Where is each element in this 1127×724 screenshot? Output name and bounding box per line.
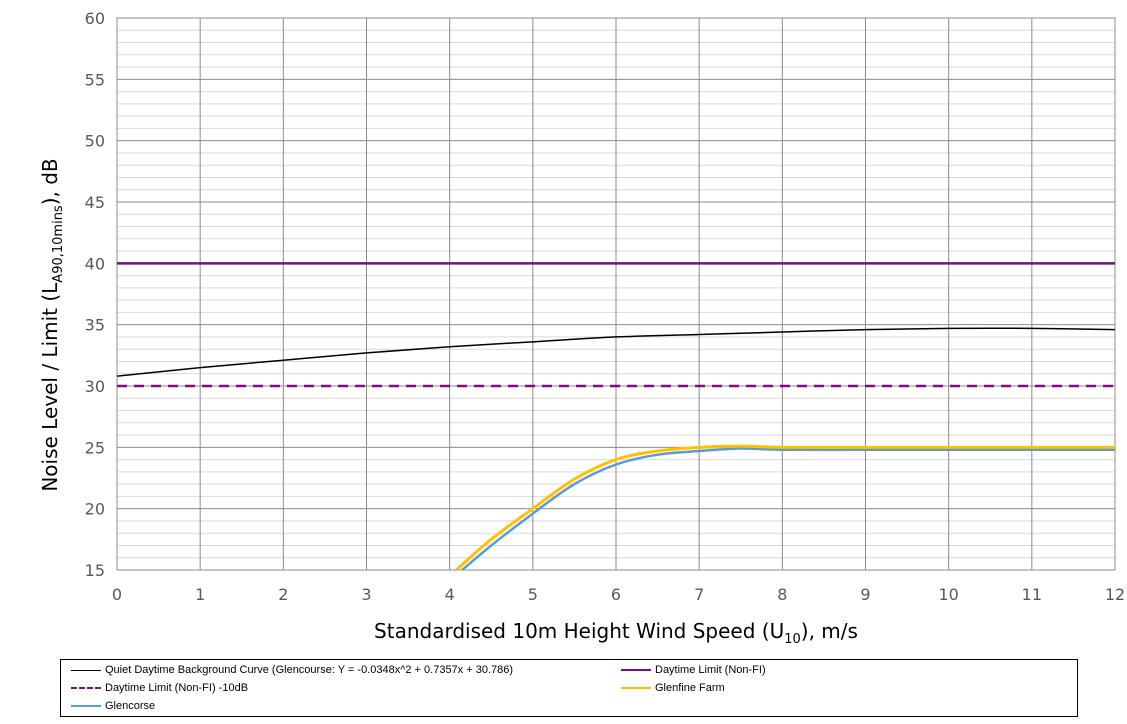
y-tick-label: 40 [85,254,105,273]
x-tick-label: 4 [445,585,455,604]
legend-swatch-daytime-limit [621,669,651,671]
legend-item-daytime-limit: Daytime Limit (Non-FI) [621,664,766,676]
legend-item-daytime-limit-minus10: Daytime Limit (Non-FI) -10dB [71,682,248,694]
y-tick-label: 45 [85,193,105,212]
x-tick-label: 8 [777,585,787,604]
plot-area-frame [116,17,1116,571]
series-line-glencorse [461,447,1115,571]
y-axis-title-sub: A90,10mins [51,205,66,283]
x-axis-title-tail: ), m/s [801,619,858,643]
x-tick-label: 5 [528,585,538,604]
legend-item-glencorse: Glencorse [71,700,155,712]
x-tick-label: 1 [195,585,205,604]
y-tick-label: 30 [85,377,105,396]
legend-swatch-glenfine-farm [621,687,651,689]
legend-label-daytime-limit-minus10: Daytime Limit (Non-FI) -10dB [105,682,249,694]
x-tick-label: 10 [938,585,958,604]
legend-label-glencorse: Glencorse [105,700,156,712]
x-axis-title: Standardised 10m Height Wind Speed (U10)… [374,619,858,647]
x-tick-label: 7 [694,585,704,604]
legend-item-background-curve: Quiet Daytime Background Curve (Glencour… [71,664,513,676]
legend-label-background-curve: Quiet Daytime Background Curve (Glencour… [105,664,514,676]
x-tick-label: 6 [611,585,621,604]
grid [116,17,1116,571]
series-group [116,262,1116,572]
x-tick-label: 11 [1022,585,1042,604]
y-axis-title: Noise Level / Limit (LA90,10mins), dB [38,158,66,491]
x-tick-label: 12 [1105,585,1125,604]
legend-swatch-glencorse [71,705,101,707]
y-tick-label: 20 [85,500,105,519]
series-line-background-curve [116,327,1116,377]
legend: Quiet Daytime Background Curve (Glencour… [60,659,1078,717]
x-tick-label: 9 [860,585,870,604]
x-tick-label: 2 [278,585,288,604]
y-tick-label: 60 [85,9,105,28]
legend-item-glenfine-farm: Glenfine Farm [621,682,725,694]
legend-swatch-daytime-limit-minus10 [71,687,101,689]
series-line-glenfine-farm [455,444,1115,572]
legend-swatch-background-curve [71,669,101,671]
y-axis-title-tail: ), dB [38,158,62,205]
y-tick-label: 50 [85,132,105,151]
y-tick-label: 25 [85,438,105,457]
x-tick-label: 0 [112,585,122,604]
legend-label-glenfine-farm: Glenfine Farm [655,682,725,694]
y-tick-label: 15 [85,561,105,580]
y-tick-label: 55 [85,70,105,89]
legend-label-daytime-limit: Daytime Limit (Non-FI) [655,664,766,676]
x-axis-title-sub: 10 [784,632,801,647]
y-tick-label: 35 [85,316,105,335]
x-tick-label: 3 [361,585,371,604]
